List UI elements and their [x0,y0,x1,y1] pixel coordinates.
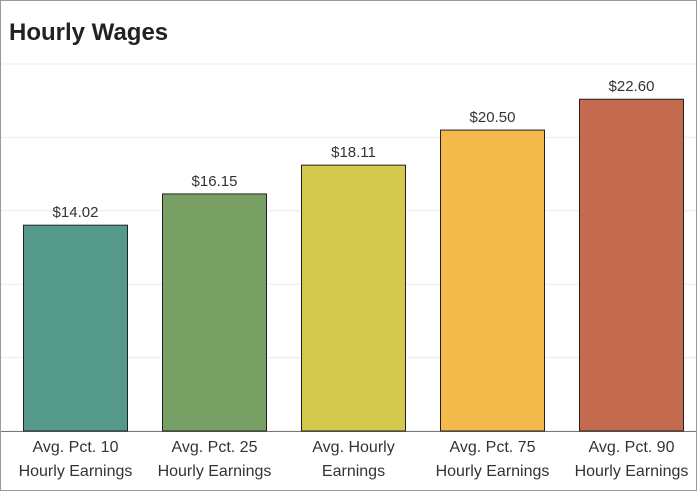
value-label: $22.60 [609,78,655,95]
bar [301,164,406,432]
x-tick-label: Avg. Pct. 10 Hourly Earnings [18,439,133,480]
value-label: $20.50 [470,109,516,126]
bar [440,129,545,432]
x-tick-label: Avg. Pct. 25 Hourly Earnings [157,439,272,480]
chart-title: Hourly Wages [9,19,168,46]
bar [579,98,684,432]
value-label: $16.15 [192,173,238,190]
x-tick-label: Avg. Hourly Earnings [312,439,395,480]
bar [162,193,267,432]
x-tick-label: Avg. Pct. 90 Hourly Earnings [574,439,689,480]
bar [23,224,128,432]
value-label: $18.11 [331,144,376,161]
value-label: $14.02 [53,204,99,221]
x-tick-label: Avg. Pct. 75 Hourly Earnings [435,439,550,480]
